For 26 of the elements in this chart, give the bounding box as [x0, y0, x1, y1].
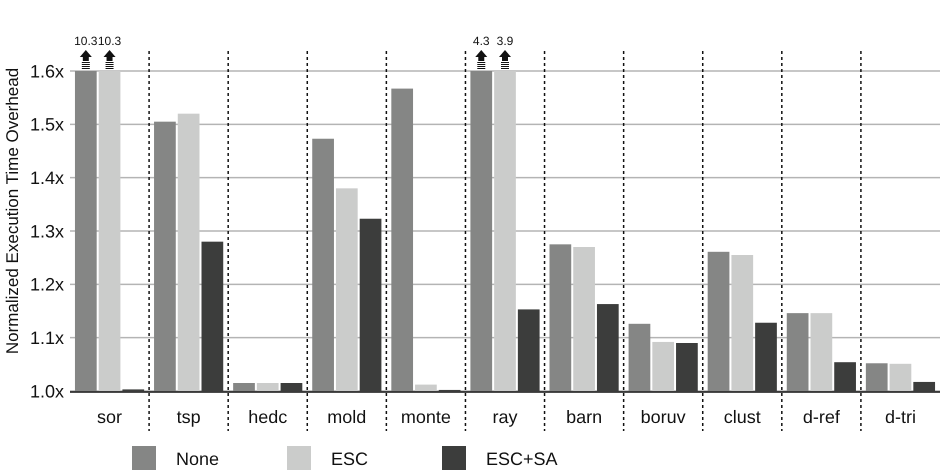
x-tick-label: d-tri — [884, 407, 916, 427]
y-tick-label: 1.0x — [30, 381, 64, 402]
y-tick-label: 1.2x — [30, 274, 64, 295]
legend-label: ESC — [331, 448, 368, 469]
legend-label: ESC+SA — [486, 448, 558, 469]
x-tick-label: hedc — [248, 407, 288, 427]
x-tick-label: barn — [566, 407, 602, 427]
legend-label: None — [176, 448, 220, 469]
x-tick-label: tsp — [176, 407, 201, 427]
annotation: 3.9 — [496, 34, 514, 48]
y-tick-label: 1.4x — [30, 168, 64, 188]
y-tick-label: 1.1x — [30, 328, 64, 348]
annotation: 4.3 — [472, 34, 490, 48]
annotation: 10.3 — [74, 34, 98, 48]
y-tick-label: 1.3x — [30, 221, 64, 242]
y-axis-title: Normalized Execution Time Overhead — [3, 68, 22, 354]
x-tick-label: boruv — [640, 407, 686, 427]
y-tick-label: 1.5x — [30, 114, 64, 135]
x-tick-label: ray — [492, 407, 518, 427]
x-tick-label: sor — [97, 407, 122, 427]
x-tick-label: monte — [400, 407, 451, 427]
x-tick-label: clust — [724, 407, 761, 427]
y-tick-label: 1.6x — [30, 61, 64, 82]
annotation: 10.3 — [98, 34, 122, 48]
x-tick-label: d-ref — [802, 407, 841, 427]
x-tick-label: mold — [327, 407, 366, 427]
